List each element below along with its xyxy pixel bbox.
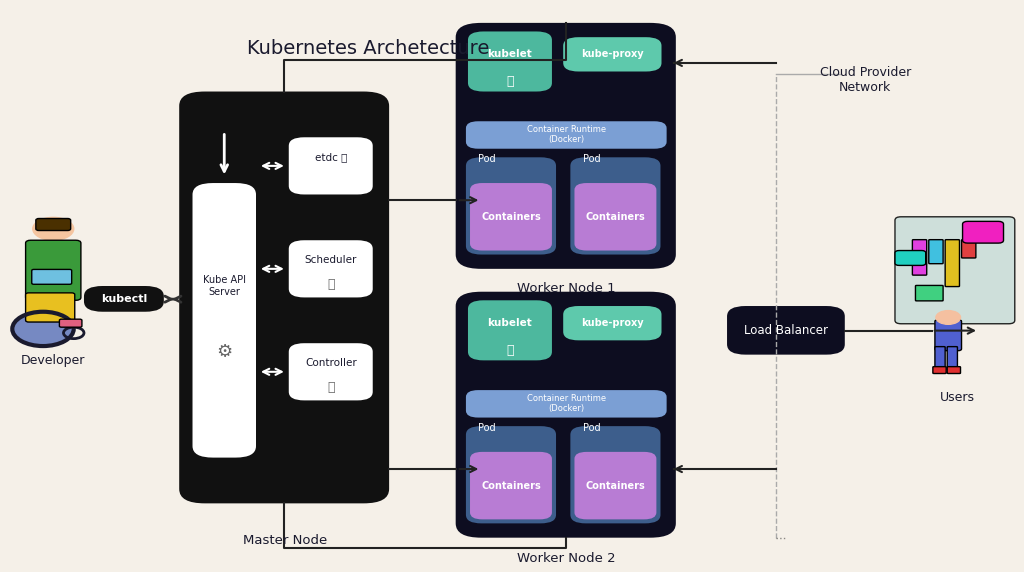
FancyBboxPatch shape: [32, 269, 72, 284]
Text: Pod: Pod: [583, 423, 600, 433]
FancyBboxPatch shape: [945, 240, 959, 287]
FancyBboxPatch shape: [468, 300, 552, 360]
FancyBboxPatch shape: [289, 240, 373, 297]
Text: 📋: 📋: [327, 279, 335, 291]
Text: kubelet: kubelet: [487, 49, 532, 59]
FancyBboxPatch shape: [574, 183, 656, 251]
Text: ⚙: ⚙: [216, 343, 232, 361]
FancyBboxPatch shape: [466, 426, 556, 523]
Text: Pod: Pod: [478, 423, 496, 433]
FancyBboxPatch shape: [470, 452, 552, 519]
FancyBboxPatch shape: [935, 347, 945, 370]
FancyBboxPatch shape: [947, 347, 957, 370]
FancyBboxPatch shape: [895, 251, 926, 265]
FancyBboxPatch shape: [26, 240, 81, 300]
FancyBboxPatch shape: [933, 367, 946, 374]
Text: Developer: Developer: [22, 354, 85, 367]
FancyBboxPatch shape: [947, 367, 961, 374]
Text: Containers: Containers: [481, 212, 541, 222]
Text: Worker Node 2: Worker Node 2: [517, 552, 615, 565]
Text: Kube API
Server: Kube API Server: [203, 275, 246, 297]
FancyBboxPatch shape: [179, 92, 389, 503]
FancyBboxPatch shape: [915, 285, 943, 301]
FancyBboxPatch shape: [929, 240, 943, 264]
FancyBboxPatch shape: [962, 240, 976, 258]
Text: Cloud Provider
Network: Cloud Provider Network: [819, 66, 911, 94]
FancyBboxPatch shape: [912, 240, 927, 275]
Text: Master Node: Master Node: [243, 534, 327, 547]
Text: kubectl: kubectl: [100, 294, 147, 304]
Text: Load Balancer: Load Balancer: [744, 324, 828, 337]
Text: 🧠: 🧠: [506, 76, 514, 88]
FancyBboxPatch shape: [289, 137, 373, 194]
FancyBboxPatch shape: [456, 292, 676, 538]
FancyBboxPatch shape: [563, 306, 662, 340]
FancyBboxPatch shape: [470, 183, 552, 251]
Text: kubelet: kubelet: [487, 318, 532, 328]
Text: Kubernetes Archetecture: Kubernetes Archetecture: [248, 39, 489, 58]
FancyBboxPatch shape: [963, 221, 1004, 243]
Text: Containers: Containers: [586, 212, 645, 222]
Text: 🧠: 🧠: [506, 344, 514, 357]
FancyBboxPatch shape: [895, 217, 1015, 324]
FancyBboxPatch shape: [466, 390, 667, 418]
FancyBboxPatch shape: [727, 306, 845, 355]
Text: Container Runtime
(Docker): Container Runtime (Docker): [526, 125, 606, 144]
FancyBboxPatch shape: [84, 286, 164, 312]
Text: kube-proxy: kube-proxy: [581, 49, 644, 59]
Circle shape: [936, 311, 961, 324]
Text: Pod: Pod: [583, 154, 600, 164]
FancyBboxPatch shape: [289, 343, 373, 400]
Circle shape: [33, 217, 74, 240]
Text: Containers: Containers: [586, 480, 645, 491]
FancyBboxPatch shape: [36, 219, 71, 231]
FancyBboxPatch shape: [466, 121, 667, 149]
Text: kube-proxy: kube-proxy: [581, 318, 644, 328]
FancyBboxPatch shape: [563, 37, 662, 72]
FancyBboxPatch shape: [570, 426, 660, 523]
FancyBboxPatch shape: [574, 452, 656, 519]
FancyBboxPatch shape: [193, 183, 256, 458]
FancyBboxPatch shape: [59, 319, 82, 327]
FancyBboxPatch shape: [456, 23, 676, 269]
Text: Worker Node 1: Worker Node 1: [517, 283, 615, 295]
Text: Controller: Controller: [305, 358, 356, 368]
FancyBboxPatch shape: [570, 157, 660, 255]
FancyBboxPatch shape: [466, 157, 556, 255]
Text: 🧠: 🧠: [327, 382, 335, 394]
Text: Scheduler: Scheduler: [304, 255, 357, 265]
Text: Pod: Pod: [478, 154, 496, 164]
Text: Containers: Containers: [481, 480, 541, 491]
FancyBboxPatch shape: [468, 31, 552, 92]
Text: etdc 🗃: etdc 🗃: [314, 152, 347, 162]
FancyBboxPatch shape: [26, 293, 75, 322]
Text: Container Runtime
(Docker): Container Runtime (Docker): [526, 394, 606, 413]
Text: Users: Users: [940, 391, 975, 404]
FancyBboxPatch shape: [935, 320, 962, 351]
Circle shape: [12, 312, 74, 346]
